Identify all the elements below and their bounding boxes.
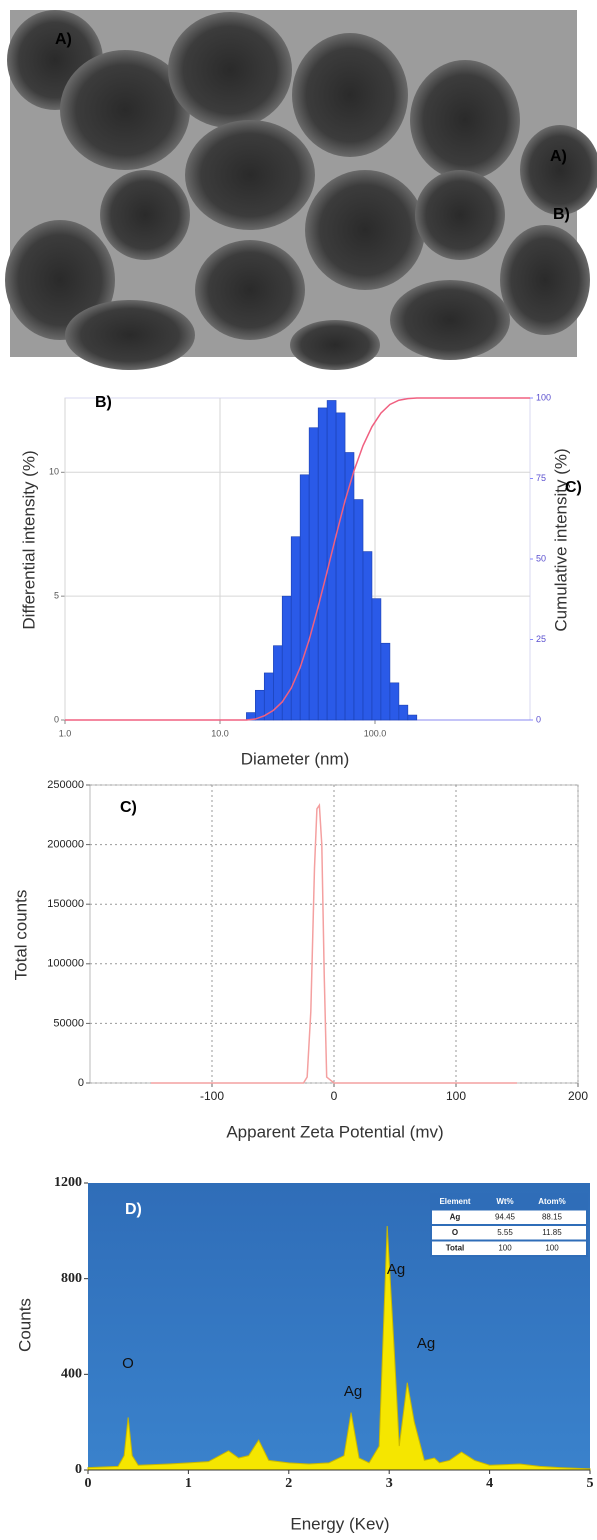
x-tick-label: 100 — [446, 1089, 466, 1103]
x-tick-label: 2 — [285, 1476, 292, 1491]
bar — [398, 704, 409, 721]
cumulative-line — [65, 397, 530, 721]
y-tick-label: 400 — [61, 1367, 82, 1382]
y-tick-label: 1200 — [54, 1175, 82, 1190]
y2-tick-label: 75 — [536, 473, 546, 483]
peak-label: Ag — [387, 1261, 405, 1278]
table-header: Element — [439, 1197, 470, 1206]
x-axis-label: Apparent Zeta Potential (mv) — [226, 1122, 443, 1141]
panel-label: B) — [95, 394, 112, 411]
y-tick-label: 50000 — [53, 1017, 84, 1029]
bar — [371, 598, 382, 721]
bar — [344, 452, 355, 721]
bar — [335, 412, 346, 721]
x-tick-label: 3 — [386, 1476, 393, 1491]
bar — [326, 400, 337, 721]
bar — [380, 642, 391, 721]
x-tick-label: 100.0 — [364, 728, 387, 738]
y2-tick-label: 100 — [536, 392, 551, 402]
y-tick-label: 800 — [61, 1271, 82, 1286]
x-tick-label: 1.0 — [59, 728, 72, 738]
x-tick-label: 0 — [331, 1089, 338, 1103]
table-cell: 88.15 — [542, 1212, 563, 1221]
table-cell: 100 — [545, 1243, 559, 1252]
peak-label: O — [122, 1355, 134, 1372]
peak-label: Ag — [417, 1335, 435, 1352]
x-tick-label: 5 — [587, 1476, 594, 1491]
y-tick-label: 150000 — [47, 898, 84, 910]
x-axis-label: Diameter (nm) — [241, 749, 350, 768]
y-tick-label: 200000 — [47, 839, 84, 851]
table-row — [432, 1210, 586, 1224]
bar — [389, 682, 400, 721]
table-cell: 5.55 — [497, 1228, 513, 1237]
plot-area — [89, 784, 579, 1084]
y-tick-label: 0 — [78, 1077, 84, 1089]
x-axis-label: Energy (Kev) — [290, 1514, 389, 1533]
y2-axis-label: Cumulative intensity (%) — [551, 448, 570, 631]
bar — [317, 407, 328, 721]
panel-label: D) — [125, 1201, 142, 1218]
spectrum-area — [87, 1226, 591, 1471]
table-cell: 100 — [498, 1243, 512, 1252]
table-row — [432, 1241, 586, 1255]
table-cell: Total — [446, 1243, 465, 1252]
panel-label: C) — [565, 479, 582, 496]
panel-label: A) — [550, 148, 567, 165]
x-tick-label: 200 — [568, 1089, 588, 1103]
x-tick-label: -100 — [200, 1089, 224, 1103]
bar — [308, 427, 319, 721]
table-cell: 94.45 — [495, 1212, 516, 1221]
panel-label: A) — [55, 31, 72, 48]
x-tick-label: 1 — [185, 1476, 192, 1491]
line-series — [151, 803, 517, 1084]
peak-label: Ag — [344, 1383, 362, 1400]
y-tick-label: 0 — [54, 714, 59, 724]
y-axis-label: Counts — [15, 1298, 34, 1352]
bar — [281, 595, 292, 721]
y2-tick-label: 25 — [536, 634, 546, 644]
bar — [362, 551, 373, 721]
table-header: Wt% — [496, 1197, 513, 1206]
bar — [299, 474, 310, 721]
bar — [353, 499, 364, 721]
y-tick-label: 0 — [75, 1462, 82, 1477]
table-cell: O — [452, 1228, 458, 1237]
y2-tick-label: 50 — [536, 553, 546, 563]
table-row — [432, 1226, 586, 1240]
bar — [290, 536, 301, 721]
micrograph — [5, 10, 597, 370]
y-tick-label: 100000 — [47, 958, 84, 970]
y-tick-label: 10 — [49, 467, 59, 477]
panel-label: C) — [120, 799, 137, 816]
x-tick-label: 4 — [486, 1476, 493, 1491]
bar — [407, 714, 418, 721]
y-axis-label: Differential intensity (%) — [19, 450, 38, 629]
x-tick-label: 0 — [85, 1476, 92, 1491]
y-tick-label: 250000 — [47, 779, 84, 791]
panel-label: B) — [553, 206, 570, 223]
y2-tick-label: 0 — [536, 714, 541, 724]
table-cell: 11.85 — [542, 1228, 562, 1237]
x-tick-label: 10.0 — [211, 728, 229, 738]
y-tick-label: 5 — [54, 591, 59, 601]
y-axis-label: Total counts — [11, 890, 30, 981]
table-header: Atom% — [538, 1197, 566, 1206]
table-cell: Ag — [450, 1212, 461, 1221]
